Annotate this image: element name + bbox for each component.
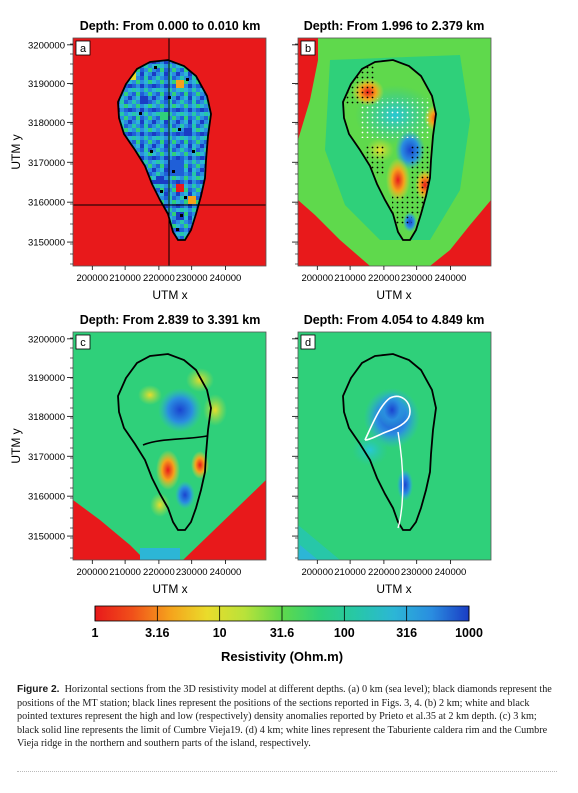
colorbar-tick-label: 100 (334, 626, 355, 640)
panel-b-coastline (342, 59, 437, 241)
y-tick-label: 3150000 (28, 238, 65, 249)
colorbar-tick-label: 3.16 (145, 626, 169, 640)
panel-c-title: Depth: From 2.839 to 3.391 km (80, 313, 261, 327)
figure: Depth: From 0.000 to 0.010 km (9, 19, 492, 664)
caption-separator (17, 771, 557, 772)
panel-b-label-box (300, 40, 316, 56)
panel-d-letter: d (305, 337, 311, 349)
x-tick-label: 220000 (143, 273, 175, 284)
x-tick-label: 230000 (401, 273, 433, 284)
colorbar-ticks: 1 3.16 10 31.6 100 316 1000 (92, 606, 483, 640)
panel-d-coastline (342, 353, 437, 531)
x-tick-label: 220000 (368, 567, 400, 578)
y-tick-label: 3200000 (28, 334, 65, 345)
y-tick-label: 3190000 (28, 373, 65, 384)
axis-ticks: 200000 210000 220000 230000 2400003200000319… (28, 40, 466, 578)
panel-b-letter: b (305, 43, 311, 55)
y-tick-label: 3180000 (28, 412, 65, 423)
panel-d-label-box (300, 334, 316, 350)
colorbar: 1 3.16 10 31.6 100 316 1000 Resistivity (Ohm.m… (92, 605, 483, 664)
x-tick-label: 210000 (109, 273, 141, 284)
colorbar-tick-label: 31.6 (270, 626, 294, 640)
panel-a: Depth: From 0.000 to 0.010 km (72, 19, 267, 267)
x-tick-label: 200000 (76, 273, 108, 284)
y-tick-label: 3150000 (28, 532, 65, 543)
colorbar-tick-label: 10 (213, 626, 227, 640)
y-tick-label: 3170000 (28, 158, 65, 169)
panel-a-island-pixels (118, 60, 211, 240)
y-axis-label-top: UTM y (9, 134, 23, 169)
x-tick-label: 200000 (301, 273, 333, 284)
panel-a-title: Depth: From 0.000 to 0.010 km (80, 19, 261, 33)
y-tick-label: 3180000 (28, 118, 65, 129)
panel-c-label-box (75, 334, 91, 350)
x-tick-label: 230000 (176, 567, 208, 578)
x-tick-label: 240000 (210, 273, 242, 284)
x-tick-label: 240000 (435, 273, 467, 284)
x-tick-label: 210000 (109, 567, 141, 578)
y-tick-label: 3170000 (28, 452, 65, 463)
x-axis-label-c: UTM x (152, 582, 187, 596)
colorbar-label: Resistivity (Ohm.m) (221, 649, 343, 664)
colorbar-tick-label: 316 (396, 626, 417, 640)
panel-c-coastline (117, 353, 212, 531)
x-tick-label: 230000 (176, 273, 208, 284)
x-tick-label: 230000 (401, 567, 433, 578)
panel-d: Depth: From 4.054 to 4.849 km d (297, 313, 492, 561)
y-tick-label: 3160000 (28, 198, 65, 209)
x-tick-label: 240000 (435, 567, 467, 578)
panel-a-label-box (75, 40, 91, 56)
x-tick-label: 220000 (368, 273, 400, 284)
y-axis-label-bottom: UTM y (9, 428, 23, 463)
panel-b-title: Depth: From 1.996 to 2.379 km (304, 19, 485, 33)
x-tick-label: 200000 (76, 567, 108, 578)
figure-caption-label: Figure 2. (17, 684, 60, 695)
panel-c: Depth: From 2.839 to 3.391 km c (72, 313, 267, 561)
x-tick-label: 210000 (334, 273, 366, 284)
y-tick-label: 3200000 (28, 40, 65, 51)
x-tick-label: 220000 (143, 567, 175, 578)
colorbar-tick-label: 1000 (455, 626, 483, 640)
panel-c-cumbre-vieja-limit (142, 435, 208, 446)
panel-b: Depth: From 1.996 to 2.379 km (297, 19, 492, 267)
x-axis-label-b: UTM x (376, 288, 411, 302)
panel-a-letter: a (80, 43, 87, 55)
panel-c-letter: c (80, 337, 86, 349)
x-tick-label: 200000 (301, 567, 333, 578)
colorbar-tick-label: 1 (92, 626, 99, 640)
x-tick-label: 210000 (334, 567, 366, 578)
figure-caption: Figure 2. Horizontal sections from the 3… (17, 683, 557, 751)
panel-d-title: Depth: From 4.054 to 4.849 km (304, 313, 485, 327)
x-axis-label-a: UTM x (152, 288, 187, 302)
figure-caption-text: Horizontal sections from the 3D resistiv… (17, 684, 552, 750)
panel-d-cumbre-vieja-ridge (397, 431, 404, 529)
x-tick-label: 240000 (210, 567, 242, 578)
y-tick-label: 3190000 (28, 79, 65, 90)
panel-a-coastline (117, 59, 212, 241)
panel-d-caldera-rim (364, 395, 411, 441)
x-axis-label-d: UTM x (376, 582, 411, 596)
y-tick-label: 3160000 (28, 492, 65, 503)
